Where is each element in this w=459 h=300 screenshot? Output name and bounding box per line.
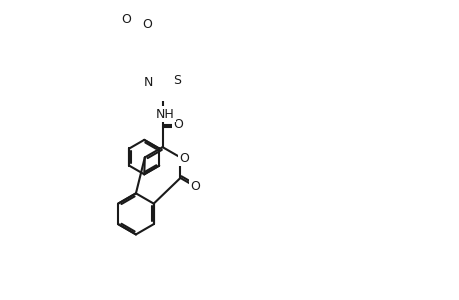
Text: NH: NH [156, 107, 174, 121]
Text: O: O [173, 118, 182, 131]
Text: O: O [142, 17, 152, 31]
Text: O: O [190, 180, 200, 193]
Text: N: N [144, 76, 153, 89]
Text: O: O [121, 13, 131, 26]
Text: S: S [173, 74, 181, 87]
Text: O: O [179, 152, 189, 165]
